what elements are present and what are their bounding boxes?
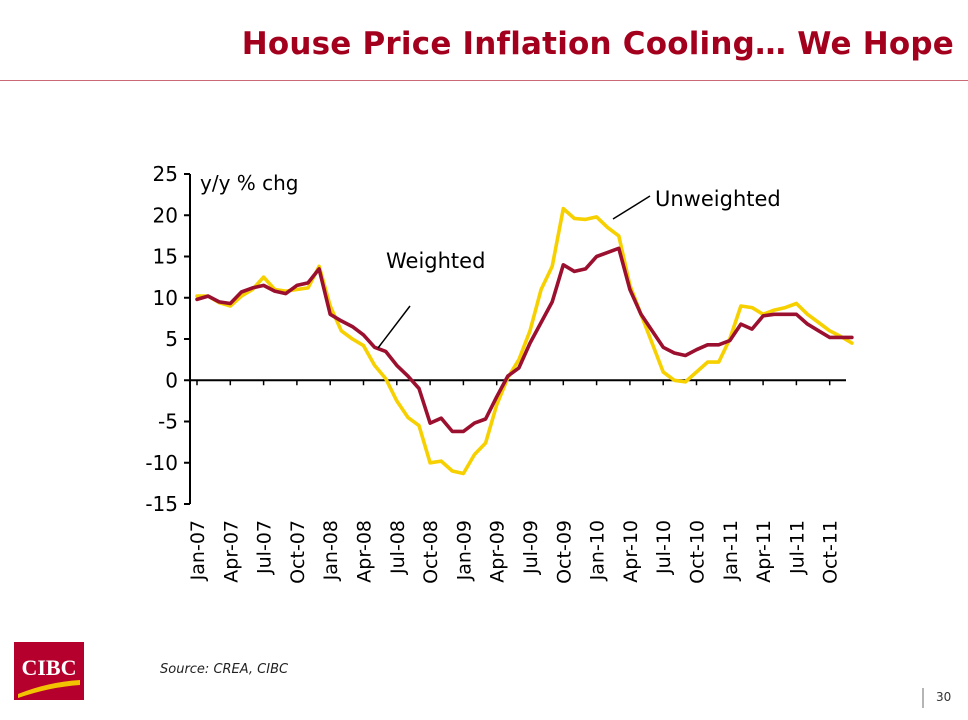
- line-chart: 25 20 15 10 5 0 -5 -10 -15 Jan-07 Apr-07 Jul-07 Oct-…: [145, 162, 854, 584]
- annotation-pointer-weighted: [377, 305, 411, 349]
- x-tick-label: Apr-10: [620, 520, 642, 583]
- y-tick-label: 5: [165, 327, 178, 351]
- source-note: Source: CREA, CIBC: [160, 662, 289, 677]
- x-tick-label: Jan-09: [453, 520, 475, 581]
- x-tick-label: Apr-11: [753, 520, 775, 583]
- x-tick-label: Oct-10: [687, 520, 709, 584]
- y-tick-label: 10: [153, 286, 178, 310]
- title-divider: [0, 80, 968, 81]
- y-tick-label: -5: [158, 410, 178, 434]
- x-tick-label: Jul-08: [387, 520, 409, 575]
- y-tick-label: -15: [145, 492, 178, 516]
- x-tick-label: Jan-11: [720, 520, 742, 581]
- x-tick-label: Apr-08: [354, 520, 376, 583]
- y-axis-label: y/y % chg: [200, 171, 299, 195]
- x-tick-label: Oct-11: [820, 520, 842, 584]
- y-tick-label: 20: [153, 203, 178, 227]
- x-tick-label: Oct-07: [287, 520, 309, 584]
- y-tick-label: 25: [153, 162, 178, 186]
- page-number: 30: [936, 690, 952, 704]
- annotation-pointer-unweighted: [612, 195, 651, 220]
- y-tick-label: 15: [153, 245, 178, 269]
- x-tick-label: Jul-10: [653, 520, 675, 575]
- x-tick-label: Apr-09: [487, 520, 509, 583]
- svg-text:CIBC: CIBC: [21, 655, 76, 680]
- page-number-divider: [922, 688, 924, 708]
- annotation-unweighted: Unweighted: [655, 187, 781, 211]
- x-tick-label: Jul-07: [254, 520, 276, 575]
- x-tick-label: Jan-07: [187, 520, 209, 581]
- x-tick-label: Jan-10: [587, 520, 609, 581]
- y-tick-label: -10: [145, 451, 178, 475]
- series-line-unweighted: [195, 206, 854, 476]
- series-line-weighted: [195, 246, 854, 434]
- y-tick-label: 0: [165, 368, 178, 392]
- x-tick-label: Jan-08: [320, 520, 342, 581]
- x-tick-label: Oct-09: [553, 520, 575, 584]
- slide-title: House Price Inflation Cooling… We Hope: [241, 26, 954, 62]
- x-tick-label: Oct-08: [420, 520, 442, 584]
- cibc-logo: CIBC: [14, 642, 84, 700]
- x-tick-label: Apr-07: [220, 520, 242, 583]
- x-tick-label: Jul-09: [520, 520, 542, 575]
- x-tick-label: Jul-11: [786, 520, 808, 575]
- annotation-weighted: Weighted: [386, 249, 485, 273]
